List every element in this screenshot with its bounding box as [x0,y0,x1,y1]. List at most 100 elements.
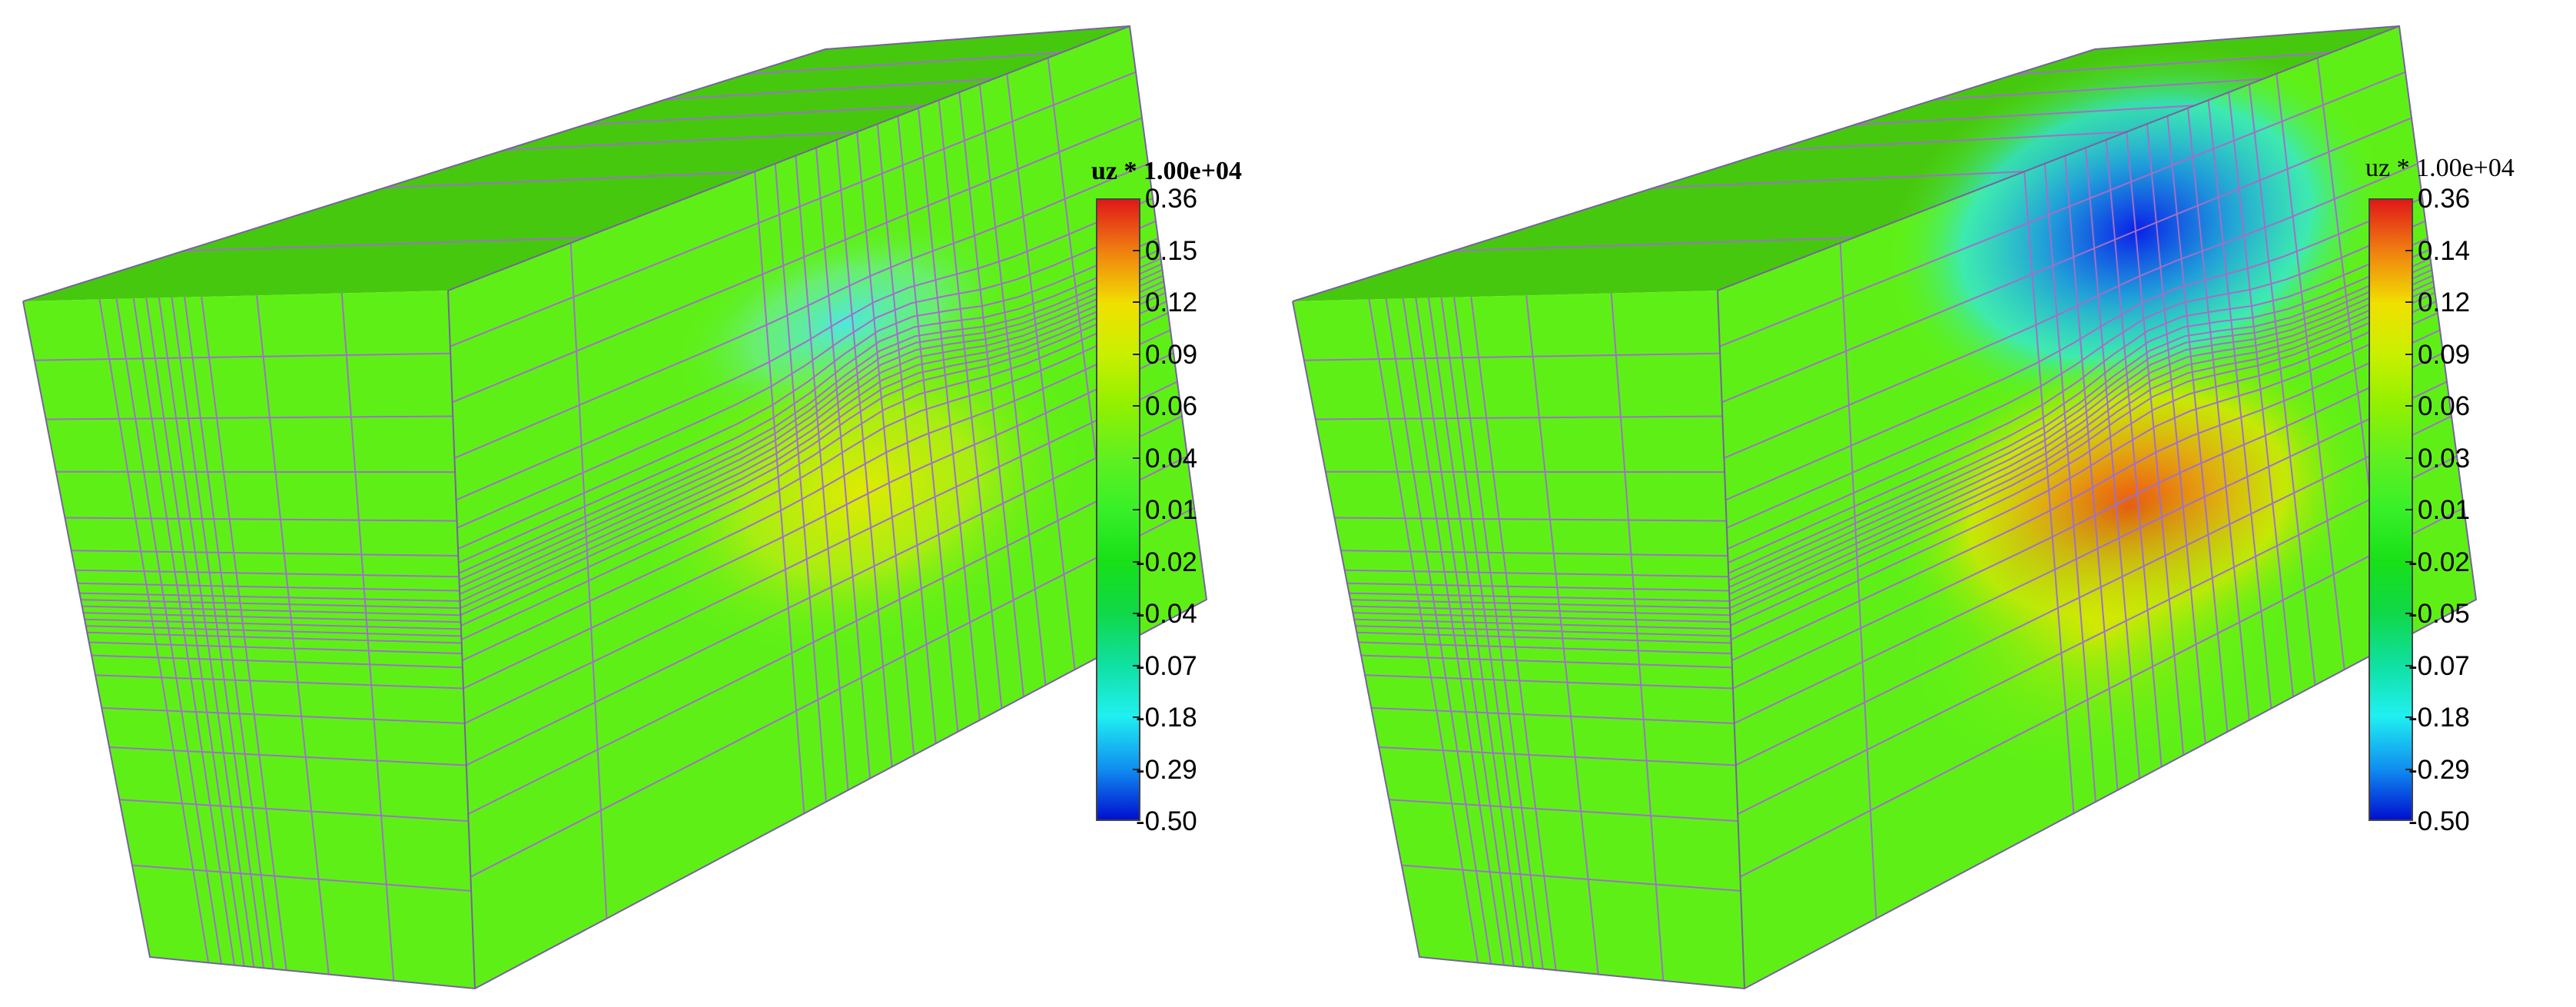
mesh-line [184,297,274,969]
front-face [1293,291,1744,989]
mesh-line [1371,706,1734,724]
tick-label: -0.50 [2408,806,2470,836]
tick-mark [1133,509,1140,510]
mesh-line [2146,124,2206,744]
tick-label: -0.50 [1136,806,1197,836]
mesh-line [462,329,1171,662]
mesh-line [897,115,959,733]
mesh-line [2084,148,2141,779]
mesh-line [1361,654,1732,669]
mesh-line [1350,599,1730,610]
tick-mark [1133,664,1140,666]
mesh-line [119,799,469,823]
tick-label: 0.09 [1145,339,1198,370]
mesh-line [71,550,459,557]
mesh-line [456,220,1157,529]
mesh-line [584,105,925,126]
mesh-line [745,52,1062,75]
mesh-line [978,84,1047,686]
mesh-line [81,599,460,610]
tick-mark [1133,768,1140,770]
mesh-line [1727,238,2428,550]
mesh-line [340,293,395,981]
tick-label: -0.18 [2408,703,2470,733]
mesh-line [1730,301,2437,626]
mesh-line [2064,155,2119,791]
mesh-line [1349,592,1730,603]
mesh-line [1728,258,2431,574]
displacement-field [636,219,1085,655]
mesh-line [1379,746,1736,766]
mesh-line [461,312,1169,640]
mesh-line [1728,263,2432,581]
mesh-lines [34,52,1195,981]
mesh-line [1731,329,2441,662]
top-face [23,26,1130,301]
tick-label: -0.07 [2408,650,2470,681]
mesh-line [2105,139,2163,767]
mesh-line [463,352,1174,690]
tick-mark [1133,249,1140,251]
mesh-line [115,298,223,965]
mesh-line [457,238,1159,550]
mesh-line [65,517,457,522]
mesh-line [1735,415,2452,766]
mesh-line [183,237,585,252]
mesh-line [45,415,453,420]
tick-label: 0.03 [2418,443,2471,474]
mesh-line [101,706,465,724]
mesh-line [83,612,461,623]
tick-mark [2405,353,2413,355]
mesh-line [460,286,1165,610]
legend-title: uz * 1.00e+04 [2365,154,2515,182]
model-outline [22,25,1208,990]
mesh-line [1353,618,1731,630]
mesh-line [95,674,463,690]
mesh-line [2248,84,2316,686]
tick-mark [2405,509,2413,510]
mesh-line [1728,248,2430,564]
mesh-line [1453,297,1544,969]
mesh-line [87,631,462,644]
mesh-line [1854,105,2195,126]
mesh-line [109,746,466,766]
tick-label: -0.29 [2408,754,2470,785]
mesh-line [1389,799,1738,823]
mesh-line [458,248,1160,564]
mesh-line [1358,641,1732,655]
mesh-line [1726,220,2426,529]
mesh-line [1719,71,2406,347]
mesh-line [1734,381,2448,724]
mesh-line [459,263,1162,581]
mesh-line [1415,297,1515,967]
tick-label: 0.36 [2418,184,2471,214]
mesh-line [1365,674,1733,690]
tick-mark [1133,716,1140,718]
mesh-line [34,352,451,361]
mesh-line [1315,415,1723,420]
tick-mark [2405,560,2413,563]
mesh-line [1525,295,1599,975]
mesh-line [2126,131,2185,756]
tick-mark [2405,301,2413,303]
mesh-line [1721,117,2412,404]
mesh-line [460,281,1164,603]
tick-mark [2405,457,2413,459]
mesh-line [1351,605,1731,616]
tick-mark [1133,613,1140,614]
mesh-line [665,78,994,101]
mesh-line [2023,171,2075,814]
mesh-line [2228,91,2294,697]
tick-mark [2405,613,2413,614]
tick-label: 0.36 [1145,184,1198,214]
tick-label: 0.01 [2418,495,2471,525]
tick-label: -0.29 [1136,754,1197,785]
mesh-line [1401,864,1741,892]
mesh-line [79,592,460,603]
tick-mark [2405,249,2413,251]
mesh-line [1774,131,2127,151]
mesh-line [464,381,1178,724]
mesh-line [85,625,462,637]
mesh-line [452,117,1143,404]
mesh-line [84,618,462,630]
